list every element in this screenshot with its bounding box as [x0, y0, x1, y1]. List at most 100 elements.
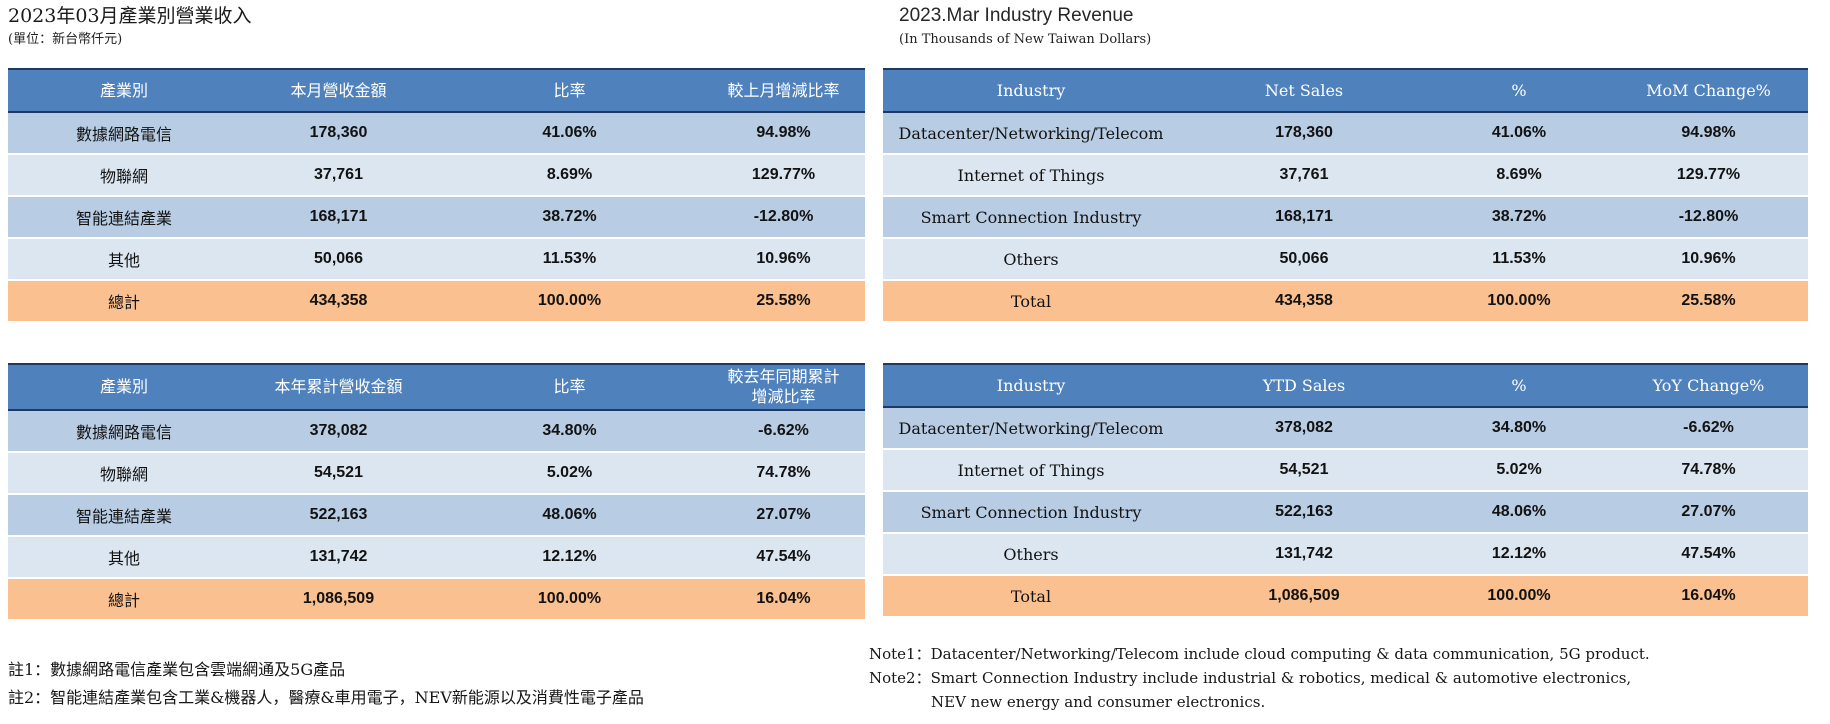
value-cell: 100.00% — [1429, 279, 1609, 321]
total-row: Total 434,358 100.00% 25.58% — [883, 279, 1808, 321]
value-cell: 47.54% — [1609, 532, 1808, 574]
value-cell: 34.80% — [437, 411, 702, 451]
table-header: Industry YTD Sales % YoY Change% — [883, 363, 1808, 408]
table-row: 物聯網 54,521 5.02% 74.78% — [8, 451, 865, 493]
header-row: 產業別 本月營收金額 比率 較上月增減比率 — [8, 68, 865, 113]
value-cell: -6.62% — [1609, 408, 1808, 448]
value-cell: -6.62% — [702, 411, 865, 451]
value-cell: 27.07% — [702, 493, 865, 535]
industry-cell: 物聯網 — [8, 153, 240, 195]
value-cell: 25.58% — [702, 279, 865, 321]
footnote-2-en: Note2：Smart Connection Industry include … — [869, 669, 1632, 687]
en-monthly-revenue-table: Industry Net Sales % MoM Change% Datacen… — [883, 68, 1808, 321]
industry-cell: Smart Connection Industry — [883, 490, 1179, 532]
footnotes-en: Note1：Datacenter/Networking/Telecom incl… — [869, 642, 1650, 714]
col-header-percent: 比率 — [437, 68, 702, 113]
col-header-industry: Industry — [883, 68, 1179, 113]
value-cell: 74.78% — [702, 451, 865, 493]
value-cell: 41.06% — [1429, 113, 1609, 153]
header-row: Industry YTD Sales % YoY Change% — [883, 363, 1808, 408]
total-row: Total 1,086,509 100.00% 16.04% — [883, 574, 1808, 616]
value-cell: 1,086,509 — [240, 577, 437, 619]
col-header-percent: 比率 — [437, 363, 702, 411]
table-header: Industry Net Sales % MoM Change% — [883, 68, 1808, 113]
value-cell: 100.00% — [437, 577, 702, 619]
value-cell: 12.12% — [1429, 532, 1609, 574]
table-body: Datacenter/Networking/Telecom 378,082 34.8… — [883, 408, 1808, 616]
col-header-yoy-change: 較去年同期累計 增減比率 — [702, 363, 865, 411]
table-row: Datacenter/Networking/Telecom 178,360 41.0… — [883, 113, 1808, 153]
value-cell: 74.78% — [1609, 448, 1808, 490]
value-cell: 12.12% — [437, 535, 702, 577]
table-row: Others 131,742 12.12% 47.54% — [883, 532, 1808, 574]
english-section: 2023.Mar Industry Revenue (In Thousands … — [869, 4, 1808, 711]
value-cell: -12.80% — [1609, 195, 1808, 237]
industry-cell: Others — [883, 237, 1179, 279]
table-header: 產業別 本月營收金額 比率 較上月增減比率 — [8, 68, 865, 113]
value-cell: 168,171 — [1179, 195, 1429, 237]
table-row: 其他 50,066 11.53% 10.96% — [8, 237, 865, 279]
footnote-2-cont-en: NEV new energy and consumer electronics. — [931, 693, 1266, 711]
table-row: 智能連結產業 522,163 48.06% 27.07% — [8, 493, 865, 535]
industry-cell: 智能連結產業 — [8, 195, 240, 237]
table-row: Others 50,066 11.53% 10.96% — [883, 237, 1808, 279]
footnotes-zh: 註1：數據網路電信產業包含雲端網通及5G產品 註2：智能連結產業包含工業&機器人… — [8, 656, 644, 712]
total-label-cell: Total — [883, 574, 1179, 616]
table-row: 物聯網 37,761 8.69% 129.77% — [8, 153, 865, 195]
table-body: 數據網路電信 178,360 41.06% 94.98% 物聯網 37,761 8.69% 1… — [8, 113, 865, 321]
value-cell: 5.02% — [1429, 448, 1609, 490]
table-row: 數據網路電信 178,360 41.06% 94.98% — [8, 113, 865, 153]
value-cell: 27.07% — [1609, 490, 1808, 532]
value-cell: 37,761 — [1179, 153, 1429, 195]
value-cell: 54,521 — [1179, 448, 1429, 490]
unit-note-en: (In Thousands of New Taiwan Dollars) — [899, 32, 1152, 47]
value-cell: 50,066 — [1179, 237, 1429, 279]
cn-ytd-revenue-table: 產業別 本年累計營收金額 比率 較去年同期累計 增減比率 數據網路電信 378,0… — [8, 363, 865, 619]
value-cell: 94.98% — [702, 113, 865, 153]
value-cell: 378,082 — [240, 411, 437, 451]
value-cell: 10.96% — [702, 237, 865, 279]
total-row: 總計 434,358 100.00% 25.58% — [8, 279, 865, 321]
value-cell: 48.06% — [1429, 490, 1609, 532]
value-cell: 434,358 — [1179, 279, 1429, 321]
industry-cell: 數據網路電信 — [8, 113, 240, 153]
value-cell: 8.69% — [1429, 153, 1609, 195]
total-label-cell: 總計 — [8, 577, 240, 619]
value-cell: 522,163 — [240, 493, 437, 535]
footnote-2-zh: 註2：智能連結產業包含工業&機器人，醫療&車用電子，NEV新能源以及消費性電子產… — [8, 688, 644, 707]
col-header-net-sales: Net Sales — [1179, 68, 1429, 113]
table-row: Internet of Things 37,761 8.69% 129.77% — [883, 153, 1808, 195]
value-cell: 54,521 — [240, 451, 437, 493]
value-cell: 48.06% — [437, 493, 702, 535]
value-cell: -12.80% — [702, 195, 865, 237]
value-cell: 16.04% — [702, 577, 865, 619]
table-row: 智能連結產業 168,171 38.72% -12.80% — [8, 195, 865, 237]
header-row: Industry Net Sales % MoM Change% — [883, 68, 1808, 113]
value-cell: 168,171 — [240, 195, 437, 237]
chinese-section: 2023年03月產業別營業收入 (單位：新台幣仟元) 產業別 本月營收金額 比率… — [8, 4, 865, 707]
value-cell: 10.96% — [1609, 237, 1808, 279]
industry-cell: Datacenter/Networking/Telecom — [883, 113, 1179, 153]
value-cell: 8.69% — [437, 153, 702, 195]
value-cell: 129.77% — [1609, 153, 1808, 195]
industry-cell: 其他 — [8, 237, 240, 279]
total-label-cell: Total — [883, 279, 1179, 321]
value-cell: 47.54% — [702, 535, 865, 577]
value-cell: 178,360 — [1179, 113, 1429, 153]
industry-cell: 智能連結產業 — [8, 493, 240, 535]
table-body: Datacenter/Networking/Telecom 178,360 41.0… — [883, 113, 1808, 321]
col-header-industry: 產業別 — [8, 363, 240, 411]
table-row: Internet of Things 54,521 5.02% 74.78% — [883, 448, 1808, 490]
industry-cell: Internet of Things — [883, 448, 1179, 490]
industry-cell: Datacenter/Networking/Telecom — [883, 408, 1179, 448]
value-cell: 94.98% — [1609, 113, 1808, 153]
col-header-ytd-sales: YTD Sales — [1179, 363, 1429, 408]
en-ytd-revenue-table: Industry YTD Sales % YoY Change% Datacen… — [883, 363, 1808, 616]
value-cell: 129.77% — [702, 153, 865, 195]
industry-cell: Others — [883, 532, 1179, 574]
total-label-cell: 總計 — [8, 279, 240, 321]
header-row: 產業別 本年累計營收金額 比率 較去年同期累計 增減比率 — [8, 363, 865, 411]
value-cell: 178,360 — [240, 113, 437, 153]
industry-cell: 其他 — [8, 535, 240, 577]
col-header-ytd-sales: 本年累計營收金額 — [240, 363, 437, 411]
